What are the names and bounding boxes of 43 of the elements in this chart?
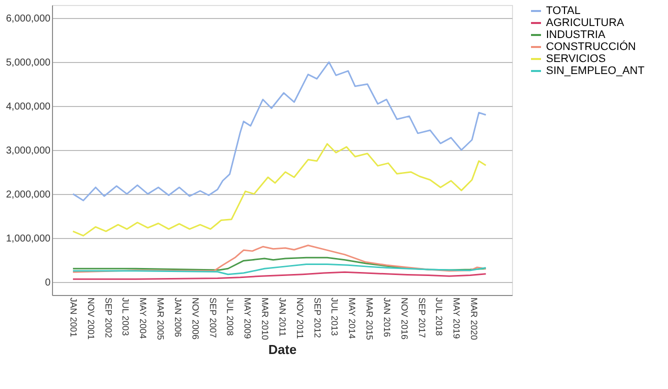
x-tick-label: MAR 2015 xyxy=(364,298,375,340)
legend-label: CONSTRUCCIÓN xyxy=(546,40,636,53)
x-tick-label: MAY 2004 xyxy=(138,298,148,339)
x-tick-label: NOV 2011 xyxy=(294,298,305,339)
x-tick-label: JUL 2003 xyxy=(120,298,131,336)
line-series xyxy=(72,263,487,276)
x-tick-label: JAN 2016 xyxy=(382,298,392,338)
x-tick-label: MAR 2005 xyxy=(155,298,166,340)
line-series xyxy=(72,61,487,202)
x-tick-label: JUL 2013 xyxy=(330,298,340,336)
x-tick-label: SEP 2007 xyxy=(208,298,218,338)
x-tick-label: SEP 2017 xyxy=(416,298,427,338)
x-tick-label: JAN 2006 xyxy=(172,298,183,338)
y-tick-label: 0 xyxy=(44,277,51,288)
x-tick-label: SEP 2012 xyxy=(312,298,322,338)
legend-label: AGRICULTURA xyxy=(546,17,625,29)
x-tick-label: MAR 2010 xyxy=(260,298,270,340)
y-tick-label: 6,000,000 xyxy=(6,14,51,25)
x-tick-label: NOV 2006 xyxy=(190,298,200,340)
x-tick-label: MAY 2019 xyxy=(452,298,462,339)
x-tick-label: JUL 2018 xyxy=(434,298,444,336)
y-tick-label: 4,000,000 xyxy=(6,102,51,113)
line-series xyxy=(72,244,487,273)
x-tick-label: JAN 2011 xyxy=(278,298,288,336)
x-tick-label: MAR 2020 xyxy=(469,298,480,340)
legend-label: TOTAL xyxy=(546,5,580,17)
legend-label: SERVICIOS xyxy=(546,53,606,65)
x-tick-label: JUL 2008 xyxy=(225,298,236,336)
x-tick-label: SEP 2002 xyxy=(103,298,114,338)
x-axis-title: Date xyxy=(268,342,297,358)
x-tick-label: NOV 2001 xyxy=(86,298,96,340)
line-series xyxy=(72,143,487,236)
y-tick-label: 3,000,000 xyxy=(6,146,51,156)
x-tick-label: MAY 2014 xyxy=(347,298,358,339)
legend-label: INDUSTRIA xyxy=(546,29,606,41)
x-tick-label: MAY 2009 xyxy=(242,298,253,339)
y-tick-label: 5,000,000 xyxy=(6,58,51,69)
x-tick-label: NOV 2016 xyxy=(399,298,410,340)
y-tick-label: 2,000,000 xyxy=(6,189,51,200)
line-series xyxy=(72,271,487,280)
y-tick-label: 1,000,000 xyxy=(6,233,51,244)
x-tick-label: JAN 2001 xyxy=(68,298,78,338)
legend-label: SIN_EMPLEO_ANT xyxy=(546,65,645,77)
